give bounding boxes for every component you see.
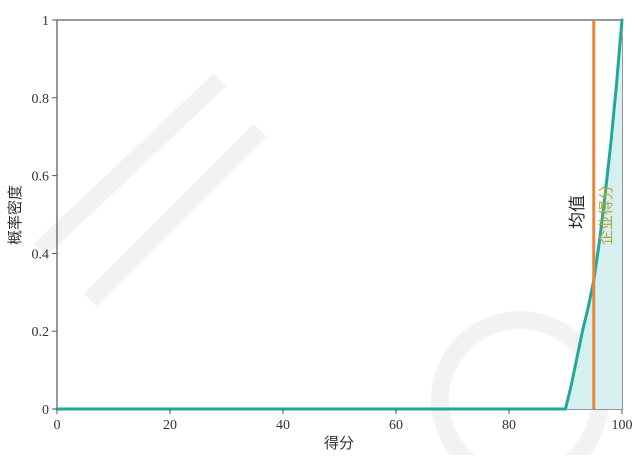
x-tick-label: 80: [502, 418, 516, 433]
density-curve: [55, 18, 624, 411]
annotation-layer: 均值 企业得分: [568, 20, 615, 409]
x-tick-label: 100: [612, 418, 633, 433]
y-tick-label: 0.6: [32, 170, 50, 185]
x-axis-title: 得分: [324, 435, 354, 452]
watermark: [33, 73, 609, 459]
density-area-fill: [565, 20, 622, 409]
x-tick-label: 40: [276, 418, 290, 433]
company-score-label: 企业得分: [597, 185, 615, 245]
axis-layer: 0 20 40 60 80 100 0 0.2 0.4 0.6 0.8 1: [32, 14, 633, 433]
x-tick-label: 0: [54, 418, 61, 433]
y-tick-label: 0.4: [32, 247, 50, 262]
plot-frame: [56, 19, 623, 410]
y-tick-label: 0.2: [32, 325, 50, 340]
y-axis-title: 概率密度: [7, 185, 24, 245]
y-tick-label: 0: [42, 403, 49, 418]
area-layer: [565, 20, 622, 409]
y-tick-label: 0.8: [32, 92, 50, 107]
x-tick-label: 60: [389, 418, 403, 433]
line-layer: [55, 18, 624, 411]
x-tick-label: 20: [163, 418, 177, 433]
mean-label: 均值: [568, 195, 587, 229]
y-tick-label: 1: [42, 14, 49, 29]
